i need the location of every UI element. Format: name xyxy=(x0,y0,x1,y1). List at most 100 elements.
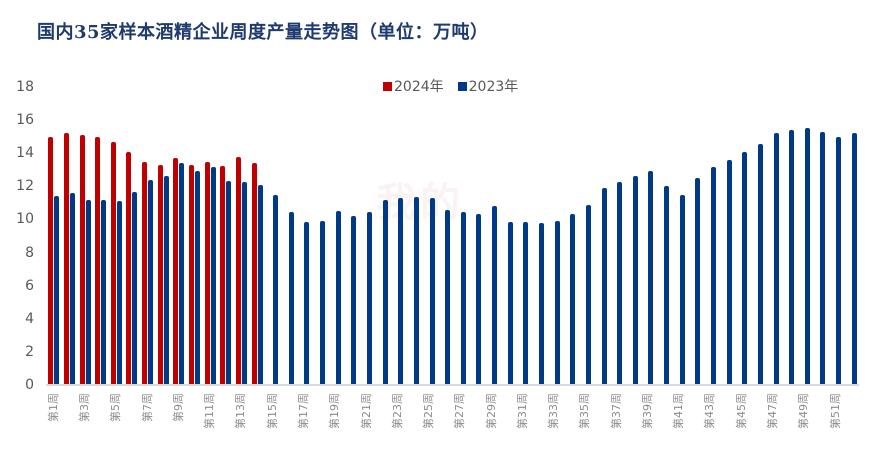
bar-2023-week-52[interactable] xyxy=(851,133,857,385)
bar-2023-week-44[interactable] xyxy=(726,159,732,385)
bar-2023-week-8[interactable] xyxy=(163,176,169,385)
bar-2023-week-48[interactable] xyxy=(789,130,795,385)
bar-2023-week-30[interactable] xyxy=(507,221,513,385)
bar-2024-week-3[interactable] xyxy=(79,135,85,385)
bar-2023-week-15[interactable] xyxy=(273,194,279,385)
y-tick-label: 6 xyxy=(25,277,34,294)
x-tick-label: 第49周 xyxy=(797,393,811,429)
bar-2023-week-17[interactable] xyxy=(304,221,310,385)
bar-2023-week-41[interactable] xyxy=(679,194,685,385)
bar-2024-week-2[interactable] xyxy=(63,133,69,385)
y-tick-label: 10 xyxy=(16,211,34,228)
bar-2024-week-14[interactable] xyxy=(251,163,257,385)
bar-2023-week-40[interactable] xyxy=(664,185,670,385)
bar-2023-week-35[interactable] xyxy=(585,204,591,385)
bar-2023-week-24[interactable] xyxy=(413,197,419,385)
y-tick-label: 4 xyxy=(25,310,34,327)
bar-2023-week-51[interactable] xyxy=(836,136,842,385)
bar-2023-week-39[interactable] xyxy=(648,171,654,385)
x-tick-label: 第5周 xyxy=(109,393,123,422)
x-tick-label: 第11周 xyxy=(203,393,217,429)
bar-2023-week-37[interactable] xyxy=(617,182,623,385)
bar-2023-week-33[interactable] xyxy=(554,221,560,385)
bar-2023-week-43[interactable] xyxy=(710,167,716,385)
bar-2023-week-12[interactable] xyxy=(226,180,232,385)
bar-2024-week-8[interactable] xyxy=(157,164,163,385)
x-tick-label: 第31周 xyxy=(515,393,529,429)
bar-2023-week-13[interactable] xyxy=(241,182,247,385)
x-tick-label: 第37周 xyxy=(609,393,623,429)
x-tick-label: 第45周 xyxy=(734,393,748,429)
bar-2023-week-16[interactable] xyxy=(288,212,294,385)
bar-2023-week-26[interactable] xyxy=(445,209,451,385)
legend-item-2024[interactable]: 2024年 xyxy=(383,76,444,96)
x-tick-label: 第17周 xyxy=(296,393,310,429)
bar-2023-week-28[interactable] xyxy=(476,214,482,385)
legend-label-2023: 2023年 xyxy=(468,79,519,95)
bar-2024-week-4[interactable] xyxy=(95,136,101,385)
bar-2023-week-32[interactable] xyxy=(538,222,544,385)
bar-2024-week-6[interactable] xyxy=(126,152,132,385)
bar-2024-week-11[interactable] xyxy=(204,162,210,385)
x-tick-label: 第19周 xyxy=(328,393,342,429)
bar-2024-week-7[interactable] xyxy=(142,162,148,385)
bar-2023-week-36[interactable] xyxy=(601,188,607,385)
x-tick-label: 第27周 xyxy=(453,393,467,429)
bar-2023-week-2[interactable] xyxy=(69,192,75,385)
x-tick-label: 第9周 xyxy=(171,393,185,422)
x-tick-label: 第41周 xyxy=(672,393,686,429)
chart-title: 国内35家样本酒精企业周度产量走势图（单位：万吨） xyxy=(37,22,489,43)
bar-2023-week-21[interactable] xyxy=(367,212,372,385)
bar-2023-week-25[interactable] xyxy=(429,197,435,385)
x-tick-label: 第33周 xyxy=(547,393,561,429)
bar-2023-week-46[interactable] xyxy=(757,144,763,385)
legend-label-2024: 2024年 xyxy=(394,79,444,95)
legend-swatch-2023 xyxy=(457,81,467,91)
bar-2024-week-12[interactable] xyxy=(220,166,226,385)
bar-2024-week-13[interactable] xyxy=(235,157,241,385)
bar-2023-week-22[interactable] xyxy=(382,200,388,385)
bar-2023-week-10[interactable] xyxy=(195,170,201,385)
legend-swatch-2024 xyxy=(383,81,392,91)
bar-2024-week-5[interactable] xyxy=(110,141,116,385)
bar-2023-week-31[interactable] xyxy=(523,221,529,385)
bar-2023-week-34[interactable] xyxy=(570,214,576,385)
x-tick-label: 第15周 xyxy=(265,393,279,429)
bar-2023-week-27[interactable] xyxy=(460,212,466,385)
bar-2023-week-23[interactable] xyxy=(398,197,404,385)
x-tick-label: 第51周 xyxy=(828,393,842,429)
bar-2024-week-1[interactable] xyxy=(48,136,54,385)
bar-2023-week-14[interactable] xyxy=(257,184,263,385)
bar-2023-week-29[interactable] xyxy=(492,206,498,385)
bar-2023-week-19[interactable] xyxy=(335,211,341,385)
y-tick-label: 12 xyxy=(16,178,34,195)
bar-2023-week-5[interactable] xyxy=(116,201,122,385)
x-tick-label: 第21周 xyxy=(359,393,373,429)
bar-2023-week-1[interactable] xyxy=(54,196,60,385)
x-tick-label: 第29周 xyxy=(484,393,498,429)
bar-2023-week-49[interactable] xyxy=(804,127,810,385)
x-tick-label: 第39周 xyxy=(640,393,654,429)
bar-2023-week-42[interactable] xyxy=(695,178,701,385)
bar-2023-week-47[interactable] xyxy=(773,133,779,385)
y-tick-label: 18 xyxy=(16,79,34,95)
bar-2023-week-38[interactable] xyxy=(632,176,638,385)
bar-2023-week-9[interactable] xyxy=(179,163,185,385)
bar-2023-week-7[interactable] xyxy=(148,179,154,385)
x-tick-label: 第43周 xyxy=(703,393,717,429)
bar-2023-week-3[interactable] xyxy=(85,200,91,385)
bar-2023-week-6[interactable] xyxy=(132,192,138,385)
x-tick-label: 第7周 xyxy=(140,393,154,422)
bar-2024-week-9[interactable] xyxy=(173,158,179,385)
bar-2023-week-50[interactable] xyxy=(820,131,826,385)
bar-2023-week-4[interactable] xyxy=(101,200,107,385)
x-axis-line xyxy=(46,384,859,386)
legend-item-2023[interactable]: 2023年 xyxy=(457,76,519,96)
bar-2023-week-45[interactable] xyxy=(742,152,748,385)
legend: 2024年 2023年 xyxy=(383,76,518,96)
bar-2023-week-20[interactable] xyxy=(351,216,357,385)
bar-2023-week-11[interactable] xyxy=(210,167,216,385)
bar-2023-week-18[interactable] xyxy=(320,221,326,385)
plot-area xyxy=(46,87,859,385)
bar-2024-week-10[interactable] xyxy=(189,164,195,385)
